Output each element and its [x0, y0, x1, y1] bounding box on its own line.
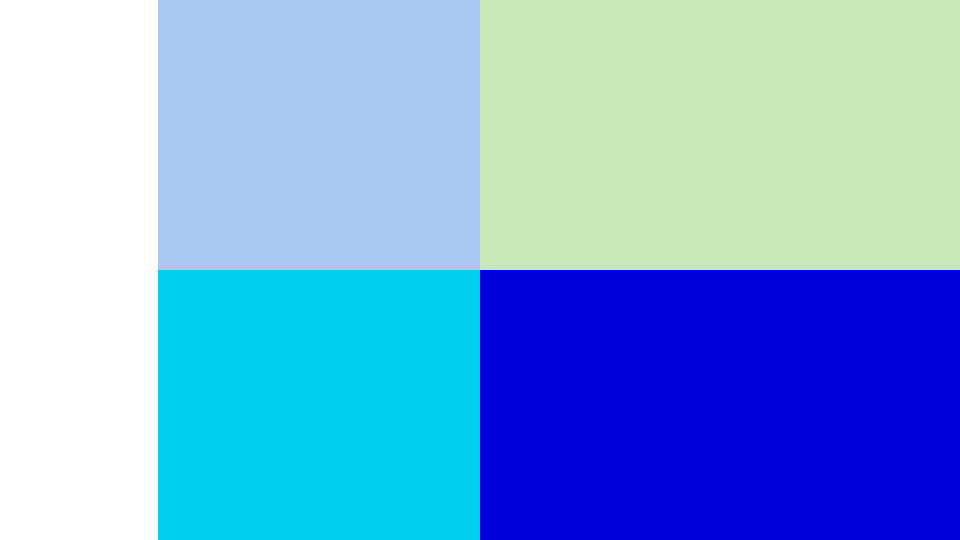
- Text: $X(s) = \dfrac{A}{s+a}$: $X(s) = \dfrac{A}{s+a}$: [248, 107, 391, 152]
- Text: -a: -a: [228, 454, 244, 471]
- Text: Transfer function: Transfer function: [218, 32, 420, 52]
- Title: Impulse Response: Impulse Response: [678, 270, 767, 280]
- Text: j: j: [319, 281, 325, 299]
- Text: Time-domain impulse
response: Time-domain impulse response: [593, 32, 847, 79]
- Text: Position of poles
and zeros: Position of poles and zeros: [184, 278, 381, 323]
- Text: i: i: [447, 417, 454, 436]
- Text: 0: 0: [319, 443, 330, 461]
- Y-axis label: Amplitude: Amplitude: [468, 377, 478, 427]
- Text: $x(t) = Ae^{-at}$: $x(t) = Ae^{-at}$: [628, 134, 764, 163]
